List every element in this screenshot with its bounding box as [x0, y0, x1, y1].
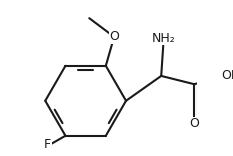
Text: NH₂: NH₂ — [151, 32, 175, 45]
Text: O: O — [109, 30, 119, 43]
Text: OH: OH — [221, 69, 233, 82]
Text: O: O — [189, 117, 199, 130]
Text: F: F — [44, 138, 51, 151]
